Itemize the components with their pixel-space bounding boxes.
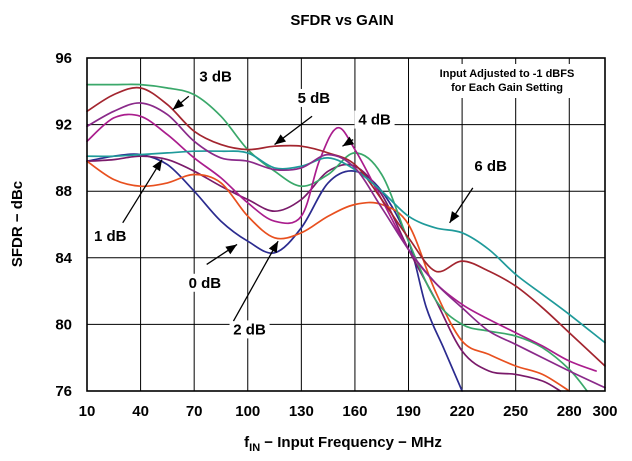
x-tick-label: 300: [592, 403, 617, 420]
x-axis-label-sub: IN: [249, 442, 260, 454]
series-line-2-db: [86, 160, 571, 392]
x-tick-label: 40: [132, 403, 149, 420]
x-tick-labels: 10 40 70 100 130 160 190 220 250 280 300: [79, 403, 618, 420]
annotation-label-0-db: 0 dB: [189, 275, 222, 292]
annotation-bg-2-db: [229, 320, 270, 339]
annotation-label-5-db: 5 dB: [298, 90, 331, 107]
series-line-4-db: [86, 113, 597, 372]
series-line-6-db: [86, 150, 606, 344]
annotation-arrowhead-6-db: [449, 211, 460, 223]
annotation-label-6-db: 6 dB: [474, 158, 507, 175]
note-line-2: for Each Gain Setting: [451, 82, 563, 94]
x-tick-label: 70: [186, 403, 203, 420]
x-axis-label-rest: − Input Frequency − MHz: [260, 434, 442, 451]
note-background: [418, 64, 596, 98]
y-axis-label: SFDR − dBc: [9, 181, 26, 267]
annotation-label-1-db: 1 dB: [94, 228, 127, 245]
plot-area: [87, 58, 605, 391]
series-lines: [86, 83, 606, 392]
annotation-arrow-2-db: [232, 240, 279, 322]
annotation-arrowhead-1-db: [152, 159, 163, 172]
annotation-bg-5-db: [293, 88, 334, 107]
series-line-8: [86, 102, 606, 389]
annotation-bg-1-db: [90, 227, 131, 246]
annotation-label-4-db: 4 dB: [358, 112, 391, 129]
annotation-arrowhead-4-db: [342, 136, 355, 147]
annotation-bg-3-db: [195, 67, 236, 86]
y-tick-label: 80: [55, 316, 72, 333]
y-tick-label: 84: [55, 250, 72, 267]
annotation-arrowhead-3-db: [172, 99, 185, 110]
gain-note: Input Adjusted to -1 dBFS for Each Gain …: [418, 64, 596, 98]
series-line-1-db: [86, 155, 562, 392]
x-tick-label: 130: [289, 403, 314, 420]
x-tick-label: 220: [450, 403, 475, 420]
x-tick-label: 100: [235, 403, 260, 420]
y-tick-labels: 76 80 84 88 92 96: [55, 50, 72, 400]
x-tick-label: 190: [396, 403, 421, 420]
y-tick-label: 88: [55, 183, 72, 200]
annotation-arrowhead-5-db: [274, 134, 287, 145]
y-tick-label: 76: [55, 383, 72, 400]
x-tick-label: 160: [342, 403, 367, 420]
grid-lines: [87, 58, 605, 391]
annotation-arrowhead-2-db: [268, 241, 279, 253]
annotation-label-2-db: 2 dB: [233, 321, 266, 338]
series-line-0-db: [86, 153, 463, 392]
x-axis-label: fIN − Input Frequency − MHz: [244, 434, 442, 454]
chart-title: SFDR vs GAIN: [290, 12, 393, 29]
annotation-bg-4-db: [354, 110, 395, 129]
annotation-arrow-1-db: [122, 159, 163, 224]
series-annotations: 3 dB 5 dB 4 dB 6 dB 1 dB 0 dB 2 dB: [90, 67, 511, 339]
annotation-bg-6-db: [470, 157, 511, 176]
x-tick-label: 10: [79, 403, 96, 420]
y-tick-label: 92: [55, 117, 72, 134]
x-tick-label: 280: [557, 403, 582, 420]
annotation-label-3-db: 3 dB: [199, 68, 232, 85]
y-tick-label: 96: [55, 50, 72, 67]
note-line-1: Input Adjusted to -1 dBFS: [440, 68, 575, 80]
x-tick-label: 250: [503, 403, 528, 420]
plot-frame: [86, 57, 606, 392]
annotation-arrowhead-0-db: [225, 244, 238, 255]
x-axis-label-main: f: [244, 434, 250, 451]
annotation-bg-0-db: [184, 273, 225, 292]
